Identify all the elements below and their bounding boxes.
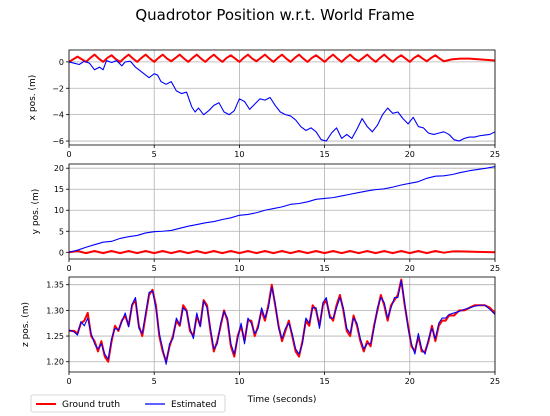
legend: Ground truth Estimated bbox=[30, 394, 226, 413]
figure-title: Quadrotor Position w.r.t. World Frame bbox=[135, 6, 414, 24]
y-tick-label: 0 bbox=[59, 248, 64, 257]
subplots: 0 5 10 15 20 25 0 −2 −4 −6 x pos. (m) 0 5 10 15 20 25 0 5 1… bbox=[21, 49, 500, 386]
series-line-estimated bbox=[69, 280, 495, 365]
x-tick-label: 10 bbox=[234, 150, 244, 159]
y-tick-label: −6 bbox=[52, 137, 64, 146]
axes-frame bbox=[68, 49, 496, 146]
y-tick-label: 0 bbox=[59, 58, 64, 67]
x-tick-label: 25 bbox=[490, 377, 500, 386]
y-axis-label-z: z pos. (m) bbox=[21, 302, 31, 347]
x-tick-label: 5 bbox=[152, 264, 157, 273]
x-tick-label: 20 bbox=[405, 377, 415, 386]
axes-frame bbox=[68, 163, 496, 260]
legend-label-ground-truth: Ground truth bbox=[62, 400, 120, 410]
y-tick-label: −2 bbox=[52, 84, 64, 93]
x-axis-label: Time (seconds) bbox=[247, 395, 317, 405]
series-line-ground-truth bbox=[69, 53, 495, 63]
x-tick-label: 0 bbox=[66, 377, 71, 386]
y-tick-label: 1.20 bbox=[46, 358, 64, 367]
y-tick-label: −4 bbox=[52, 111, 64, 120]
x-tick-label: 0 bbox=[66, 264, 71, 273]
x-tick-label: 25 bbox=[490, 264, 500, 273]
subplot-x: 0 5 10 15 20 25 0 −2 −4 −6 x pos. (m) bbox=[28, 49, 500, 159]
axes-frame bbox=[68, 276, 496, 373]
subplot-z: 0 5 10 15 20 25 1.20 1.25 1.30 1.35 z pos. (m) bbox=[21, 276, 500, 386]
x-tick-label: 10 bbox=[234, 377, 244, 386]
x-tick-label: 15 bbox=[320, 264, 330, 273]
x-tick-label: 10 bbox=[234, 264, 244, 273]
y-tick-label: 1.30 bbox=[46, 306, 64, 315]
y-tick-label: 1.35 bbox=[46, 281, 64, 290]
x-tick-label: 20 bbox=[405, 150, 415, 159]
legend-label-estimated: Estimated bbox=[171, 400, 216, 410]
legend-frame bbox=[30, 394, 226, 413]
y-tick-label: 15 bbox=[54, 185, 64, 194]
y-tick-label: 10 bbox=[54, 206, 64, 215]
subplot-y: 0 5 10 15 20 25 0 5 10 15 20 y pos. (m) bbox=[31, 163, 500, 273]
x-tick-label: 20 bbox=[405, 264, 415, 273]
series-line-estimated bbox=[69, 60, 495, 142]
series-line-ground-truth bbox=[69, 278, 495, 363]
series-line-estimated bbox=[69, 165, 495, 253]
x-tick-label: 5 bbox=[152, 150, 157, 159]
y-axis-label-y: y pos. (m) bbox=[31, 189, 41, 235]
y-tick-label: 5 bbox=[59, 227, 64, 236]
series-line-ground-truth bbox=[69, 250, 495, 255]
x-tick-label: 25 bbox=[490, 150, 500, 159]
y-tick-label: 1.25 bbox=[46, 332, 64, 341]
y-tick-label: 20 bbox=[54, 164, 64, 173]
x-tick-label: 15 bbox=[320, 377, 330, 386]
x-tick-label: 15 bbox=[320, 150, 330, 159]
x-tick-label: 5 bbox=[152, 377, 157, 386]
y-axis-label-x: x pos. (m) bbox=[28, 75, 38, 121]
x-tick-label: 0 bbox=[66, 150, 71, 159]
